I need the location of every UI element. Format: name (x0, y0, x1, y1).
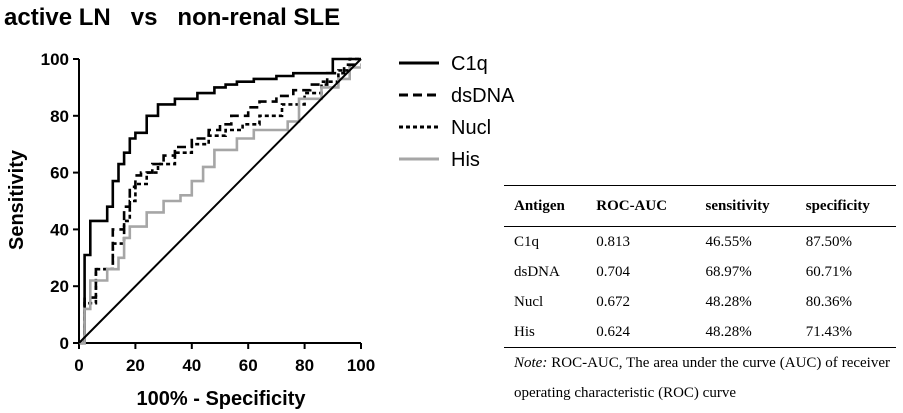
note-text: ROC-AUC, The area under the curve (AUC) … (514, 355, 890, 401)
legend-label-dsdna: dsDNA (451, 85, 515, 107)
y-tick-label: 40 (50, 220, 69, 239)
legend-label-c1q: C1q (451, 53, 488, 75)
cell-roc-auc: 0.813 (596, 233, 630, 250)
cell-specificity: 87.50% (805, 233, 852, 250)
x-tick-label: 60 (239, 356, 258, 375)
cell-antigen: Nucl (514, 293, 544, 310)
cell-roc-auc: 0.704 (596, 263, 630, 280)
table-header-row: Antigen ROC-AUC sensitivity specificity (504, 185, 896, 227)
series-line-c1q (79, 57, 361, 345)
roc-results-table: Antigen ROC-AUC sensitivity specificity … (504, 185, 896, 408)
table-row: Nucl 0.672 48.28% 80.36% (504, 287, 896, 317)
y-tick-label: 0 (60, 334, 69, 353)
series-line-nucl (79, 57, 361, 345)
header-sensitivity: sensitivity (695, 185, 796, 227)
cell-roc-auc: 0.672 (596, 293, 630, 310)
chart-title: active LN vs non-renal SLE (4, 4, 340, 31)
cell-sensitivity: 48.28% (695, 317, 796, 348)
table-row: His 0.624 48.28% 71.43% (504, 317, 896, 348)
cell-antigen: C1q (514, 233, 540, 250)
legend-label-his: His (451, 149, 480, 171)
header-specificity: specificity (795, 185, 896, 227)
plot-area: 0 20 40 60 80 100 0 20 40 60 80 100 (41, 50, 376, 375)
cell-antigen: dsDNA (514, 263, 560, 280)
cell-sensitivity: 46.55% (705, 233, 752, 250)
x-axis-label: 100% - Specificity (137, 388, 307, 410)
reference-diagonal-line (78, 58, 362, 344)
x-tick-label: 20 (126, 356, 145, 375)
legend-label-nucl: Nucl (451, 117, 491, 139)
header-antigen: Antigen (504, 185, 587, 227)
y-tick-label: 100 (41, 50, 69, 69)
table-note: Note: ROC-AUC, The area under the curve … (504, 348, 896, 408)
header-roc-auc: ROC-AUC (586, 185, 696, 227)
y-tick-label: 60 (50, 164, 69, 183)
x-tick-label: 80 (295, 356, 314, 375)
x-tick-label: 0 (74, 356, 83, 375)
cell-specificity: 60.71% (805, 263, 852, 280)
note-label: Note: (514, 355, 548, 371)
cell-specificity: 71.43% (795, 317, 896, 348)
legend: C1q dsDNA Nucl His (399, 53, 515, 171)
cell-roc-auc: 0.624 (586, 317, 696, 348)
x-tick-label: 100 (347, 356, 375, 375)
series-line-his (79, 66, 361, 345)
y-tick-label: 20 (50, 277, 69, 296)
y-tick-label: 80 (50, 107, 69, 126)
cell-antigen: His (504, 317, 587, 348)
table-row: C1q 0.813 46.55% 87.50% (504, 227, 896, 258)
cell-sensitivity: 48.28% (705, 293, 752, 310)
y-axis-label: Sensitivity (6, 149, 28, 250)
x-tick-label: 40 (182, 356, 201, 375)
table-row: dsDNA 0.704 68.97% 60.71% (504, 257, 896, 287)
cell-sensitivity: 68.97% (705, 263, 752, 280)
cell-specificity: 80.36% (805, 293, 852, 310)
